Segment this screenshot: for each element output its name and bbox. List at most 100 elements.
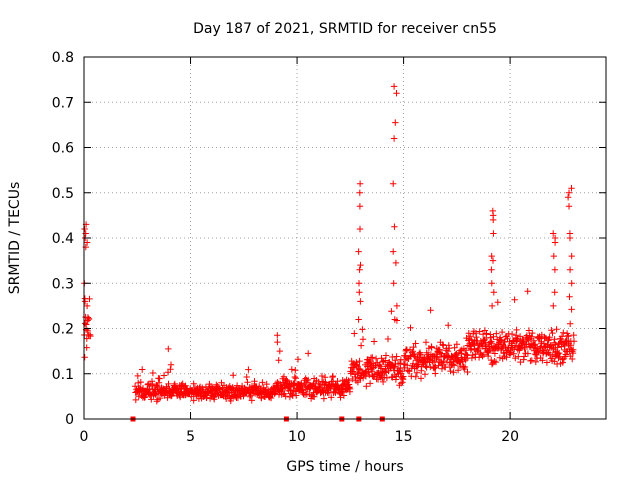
data-point <box>410 343 417 351</box>
data-point <box>570 346 577 353</box>
data-point <box>444 347 452 355</box>
data-point <box>357 261 364 269</box>
data-point <box>85 315 93 323</box>
data-point <box>567 320 574 327</box>
data-point <box>417 375 425 382</box>
data-point <box>438 365 446 372</box>
data-point <box>560 329 567 336</box>
data-point <box>244 379 251 386</box>
data-point <box>274 332 281 339</box>
data-point <box>339 388 346 395</box>
data-point <box>422 339 430 346</box>
data-point <box>292 375 299 382</box>
data-point <box>132 396 139 404</box>
data-point <box>190 380 197 387</box>
data-point <box>446 345 453 352</box>
data-point <box>354 370 361 378</box>
data-point <box>167 366 174 373</box>
data-point <box>392 119 399 126</box>
data-point <box>149 369 157 377</box>
data-point <box>524 288 531 295</box>
data-point <box>430 365 438 372</box>
data-point <box>291 379 298 387</box>
data-point <box>378 355 385 362</box>
data-point <box>294 356 302 363</box>
data-point <box>468 354 476 362</box>
data-point <box>551 239 559 246</box>
data-point <box>409 360 417 367</box>
data-point <box>546 334 553 341</box>
data-point <box>553 326 560 333</box>
data-point <box>319 388 326 395</box>
data-point <box>369 354 376 361</box>
x-tick-label: 5 <box>186 429 195 445</box>
data-point <box>275 357 282 364</box>
data-point <box>355 366 363 374</box>
data-point <box>488 340 495 347</box>
data-point <box>274 338 281 346</box>
data-point <box>490 216 497 224</box>
data-point <box>393 302 401 310</box>
data-point <box>355 280 363 287</box>
data-point <box>355 248 362 255</box>
data-point <box>311 393 318 400</box>
data-point <box>565 203 573 210</box>
data-point <box>568 280 575 287</box>
data-point <box>366 380 374 387</box>
data-point <box>556 349 563 357</box>
data-point <box>421 371 429 378</box>
data-point <box>570 331 577 339</box>
y-tick-label: 0.5 <box>52 186 74 202</box>
data-point <box>141 393 149 401</box>
data-point <box>494 299 501 306</box>
y-tick-label: 0.8 <box>52 50 74 66</box>
data-point <box>81 298 89 305</box>
data-point <box>488 266 495 273</box>
data-point <box>131 383 139 390</box>
data-point <box>516 333 524 340</box>
data-point <box>454 367 462 374</box>
data-point <box>554 344 561 351</box>
data-point <box>390 280 397 287</box>
data-point <box>488 302 496 310</box>
data-point <box>531 342 538 349</box>
data-point <box>568 185 575 192</box>
data-point <box>515 353 522 360</box>
data-point <box>258 394 265 402</box>
data-point <box>490 230 497 237</box>
data-point <box>390 180 397 187</box>
data-point <box>357 365 364 373</box>
data-point <box>566 234 574 242</box>
x-tick-label: 15 <box>395 429 413 445</box>
data-point <box>439 341 446 348</box>
data-point <box>453 341 461 348</box>
data-point <box>451 344 458 351</box>
data-point <box>520 353 528 360</box>
data-point <box>363 383 370 390</box>
data-point <box>81 225 88 233</box>
data-point <box>271 390 278 397</box>
data-point <box>470 340 477 347</box>
data-point <box>524 350 532 357</box>
data-point <box>203 394 210 401</box>
data-point <box>493 330 500 337</box>
data-point <box>356 189 363 196</box>
y-tick-label: 0.3 <box>52 276 74 292</box>
data-point <box>570 338 578 345</box>
data-point <box>432 363 439 371</box>
data-point <box>551 289 558 296</box>
data-point <box>83 302 91 310</box>
data-point <box>359 336 367 343</box>
data-point <box>359 326 366 333</box>
data-point <box>190 397 197 404</box>
data-point <box>533 345 541 352</box>
data-point <box>397 380 405 387</box>
data-point <box>487 334 494 341</box>
data-point <box>318 372 326 380</box>
data-point <box>356 357 363 365</box>
data-point <box>368 368 376 375</box>
data-point <box>508 330 516 338</box>
data-point <box>447 367 454 375</box>
data-point <box>490 289 497 296</box>
data-point <box>488 356 495 364</box>
